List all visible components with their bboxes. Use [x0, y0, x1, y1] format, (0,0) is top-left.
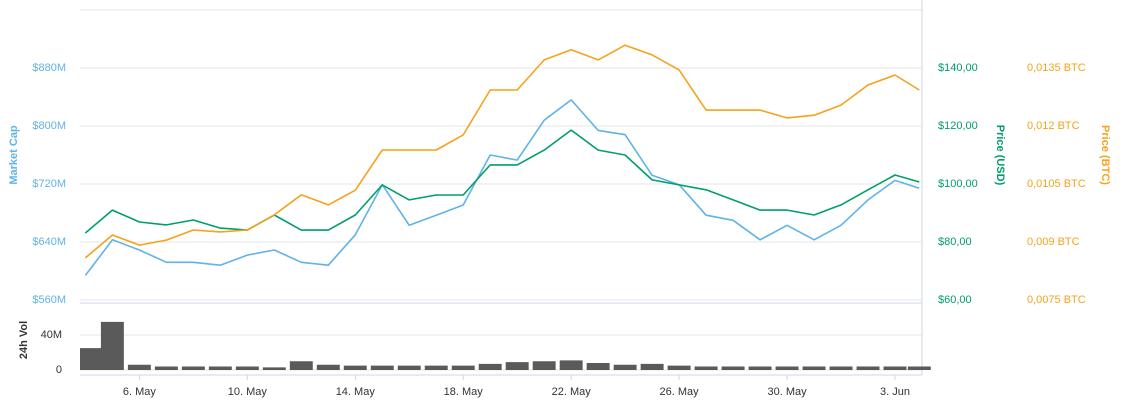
volume-bar [262, 367, 286, 370]
y-tick-label: $880M [32, 62, 66, 74]
volume-bar [451, 365, 475, 370]
x-tick-label: 6. May [123, 386, 157, 398]
volume-tick-label: 40M [41, 329, 62, 341]
y3-tick-label: 0,009 BTC [1027, 236, 1080, 248]
x-tick-label: 14. May [336, 386, 376, 398]
y3-tick-label: 0,0075 BTC [1027, 294, 1086, 306]
volume-bar [505, 362, 529, 370]
x-tick-label: 22. May [552, 386, 592, 398]
series-line [84, 129, 920, 234]
y3-tick-label: 0,012 BTC [1027, 120, 1080, 132]
y-tick-label: $720M [32, 178, 66, 190]
volume-bar [856, 366, 880, 370]
volume-bar [559, 360, 583, 370]
volume-bar [883, 366, 907, 370]
y3-tick-label: 0,0105 BTC [1027, 178, 1086, 190]
volume-bar [397, 365, 421, 370]
volume-bar [586, 363, 610, 370]
y2-tick-label: $80,00 [938, 236, 972, 248]
volume-bar [100, 321, 124, 370]
y2-tick-label: $100,00 [938, 178, 978, 190]
volume-bar [748, 366, 772, 370]
volume-bar [694, 366, 718, 370]
y2-tick-label: $60,00 [938, 294, 972, 306]
volume-bar [478, 363, 502, 370]
volume-bar [532, 361, 556, 370]
volume-bar [802, 366, 826, 370]
x-tick-label: 30. May [767, 386, 807, 398]
series-line [84, 99, 920, 276]
volume-bar [424, 365, 448, 370]
y2-axis-title: Price (USD) [994, 125, 1006, 186]
volume-axis-title: 24h Vol [18, 321, 30, 359]
volume-bar [316, 364, 340, 370]
x-tick-label: 10. May [228, 386, 268, 398]
y3-tick-label: 0,0135 BTC [1027, 62, 1086, 74]
volume-tick-label: 0 [56, 364, 62, 376]
x-tick-label: 18. May [444, 386, 484, 398]
volume-bar [80, 348, 103, 370]
volume-bar [208, 366, 232, 370]
x-tick-label: 3. Jun [880, 386, 910, 398]
volume-bar [829, 366, 853, 370]
volume-bar [775, 366, 799, 370]
y-tick-label: $560M [32, 294, 66, 306]
volume-bar [235, 366, 259, 370]
volume-bar [289, 361, 313, 370]
volume-bar [721, 366, 745, 370]
volume-bar [640, 363, 664, 370]
volume-bar [907, 366, 931, 370]
volume-bar [667, 365, 691, 370]
y-tick-label: $640M [32, 236, 66, 248]
volume-bar [154, 366, 178, 370]
volume-bar [343, 365, 367, 370]
y-axis-title: Market Cap [8, 125, 20, 185]
volume-bar [127, 364, 151, 370]
volume-bar [181, 366, 205, 370]
y2-tick-label: $140,00 [938, 62, 978, 74]
volume-bar [613, 364, 637, 370]
x-tick-label: 26. May [660, 386, 700, 398]
series-line [84, 44, 920, 259]
y2-tick-label: $120,00 [938, 120, 978, 132]
y3-axis-title: Price (BTC) [1099, 125, 1111, 185]
y-tick-label: $800M [32, 120, 66, 132]
volume-bar [370, 365, 394, 370]
